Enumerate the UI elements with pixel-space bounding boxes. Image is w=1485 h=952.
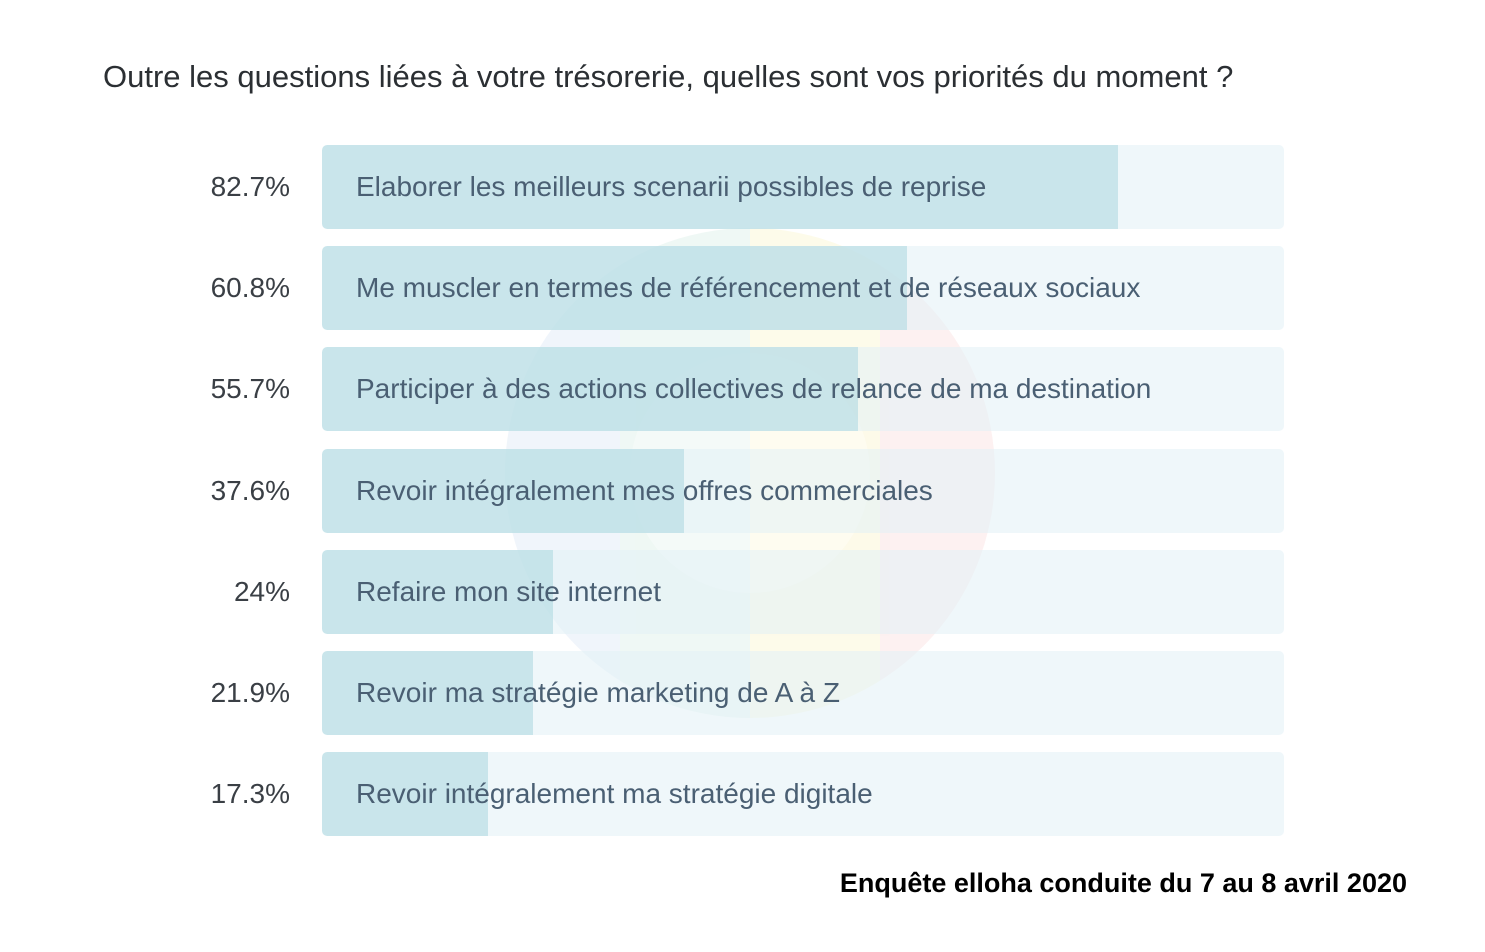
bar-row: 60.8% Me muscler en termes de référenceme… [0, 246, 1485, 331]
bar [322, 549, 553, 634]
chart-title: Outre les questions liées à votre trésor… [103, 59, 1234, 94]
bar-track [322, 651, 1284, 735]
bar-track [322, 448, 1284, 533]
bar-track [322, 145, 1284, 229]
value-label: 37.6% [210, 474, 290, 506]
bar-row: 17.3% Revoir intégralement ma stratégie d… [0, 752, 1485, 837]
bar-row: 24% Refaire mon site internet [0, 549, 1485, 634]
value-label: 24% [233, 575, 290, 607]
bar-row: 82.7% Elaborer les meilleurs scenarii pos… [0, 145, 1485, 229]
value-label: 55.7% [210, 373, 290, 405]
category-label: Elaborer les meilleurs scenarii possible… [356, 171, 987, 202]
bar-track [322, 549, 1284, 634]
bar [322, 448, 684, 533]
category-label: Refaire mon site internet [356, 575, 662, 607]
bar [322, 145, 1118, 229]
value-label: 17.3% [210, 778, 290, 810]
category-label: Me muscler en termes de référencement et… [356, 272, 1141, 304]
bar-track [322, 752, 1284, 837]
bar-row: 37.6% Revoir intégralement mes offres com… [0, 448, 1485, 533]
category-label: Participer à des actions collectives de … [356, 373, 1152, 405]
bar [322, 651, 533, 735]
value-label: 21.9% [210, 677, 290, 708]
bar-row: 21.9% Revoir ma stratégie marketing de A … [0, 651, 1485, 735]
value-label: 82.7% [210, 171, 290, 202]
bar [322, 752, 489, 837]
bar-track [322, 347, 1284, 432]
category-label: Revoir intégralement mes offres commerci… [356, 474, 933, 506]
value-label: 60.8% [210, 272, 290, 304]
source-note: Enquête elloha conduite du 7 au 8 avril … [839, 868, 1407, 898]
category-label: Revoir intégralement ma stratégie digita… [356, 778, 873, 810]
bar-track [322, 246, 1284, 331]
category-label: Revoir ma stratégie marketing de A à Z [356, 677, 840, 708]
bar-row: 55.7% Participer à des actions collective… [0, 347, 1485, 432]
bar [322, 347, 858, 432]
bar [322, 246, 907, 331]
